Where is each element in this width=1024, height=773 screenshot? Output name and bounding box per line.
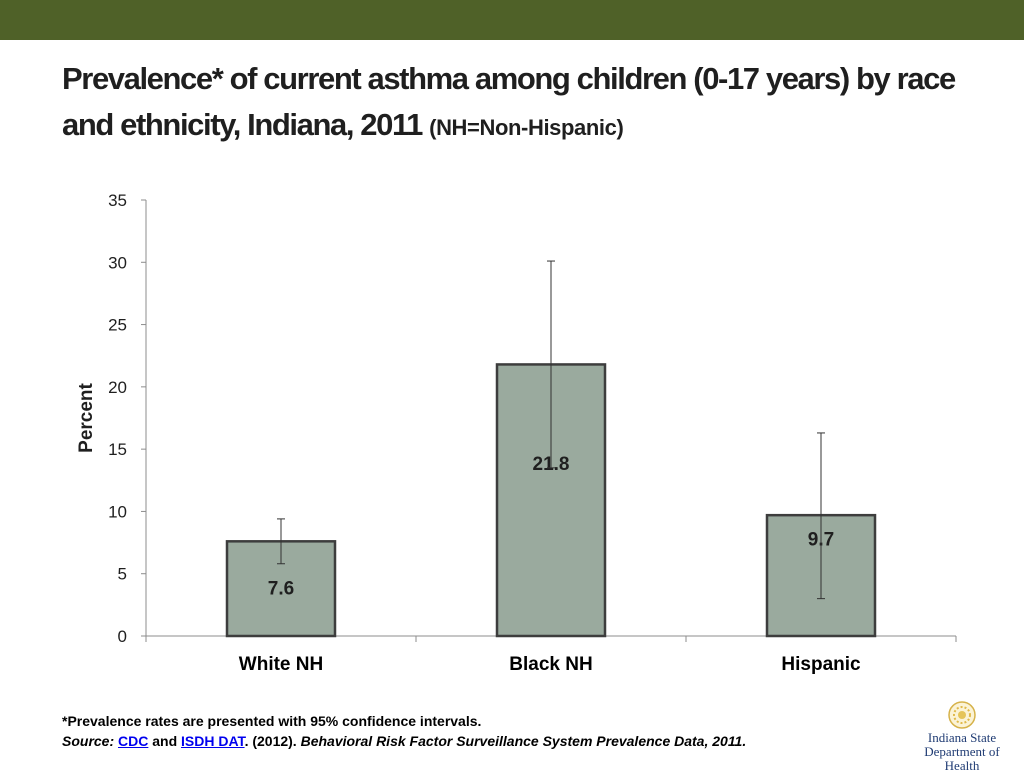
- x-category-label: White NH: [239, 654, 323, 675]
- y-tick-label: 20: [108, 378, 127, 397]
- year-text: . (2012).: [244, 733, 297, 749]
- title-subtitle: (NH=Non-Hispanic): [429, 115, 624, 140]
- x-category-label: Hispanic: [781, 654, 861, 675]
- y-tick-label: 15: [108, 440, 127, 459]
- source-label: Source:: [62, 733, 115, 749]
- title-main: Prevalence* of current asthma among chil…: [62, 61, 956, 142]
- y-tick-label: 10: [108, 502, 127, 521]
- data-label: 7.6: [268, 579, 294, 600]
- citation-text: Behavioral Risk Factor Surveillance Syst…: [300, 733, 747, 749]
- isdh-logo: Indiana State Department of Health: [906, 700, 1018, 773]
- x-category-label: Black NH: [509, 654, 592, 675]
- y-axis-title: Percent: [76, 382, 97, 452]
- and-text: and: [152, 733, 178, 749]
- y-tick-label: 35: [108, 191, 127, 210]
- bar-chart: 0 5 10 15 20 25 30 35 Percent White NH 7.6 Black NH…: [76, 191, 957, 675]
- y-tick-label: 5: [118, 565, 127, 584]
- logo-line-1: Indiana State: [927, 730, 997, 745]
- logo-line-2: Department of Health: [924, 744, 1000, 773]
- footer-notes: *Prevalence rates are presented with 95%…: [62, 711, 746, 751]
- footnote: *Prevalence rates are presented with 95%…: [62, 713, 482, 729]
- y-tick-label: 0: [118, 627, 127, 646]
- top-banner: [0, 0, 1024, 40]
- slide-title: Prevalence* of current asthma among chil…: [62, 56, 1002, 151]
- source-line: Source: CDC and ISDH DAT. (2012). Behavi…: [62, 731, 746, 751]
- isdh-dat-link[interactable]: ISDH DAT: [181, 733, 245, 749]
- cdc-link[interactable]: CDC: [118, 733, 149, 749]
- state-seal-icon: [948, 701, 976, 729]
- y-tick-label: 25: [108, 316, 127, 335]
- y-tick-label: 30: [108, 253, 127, 272]
